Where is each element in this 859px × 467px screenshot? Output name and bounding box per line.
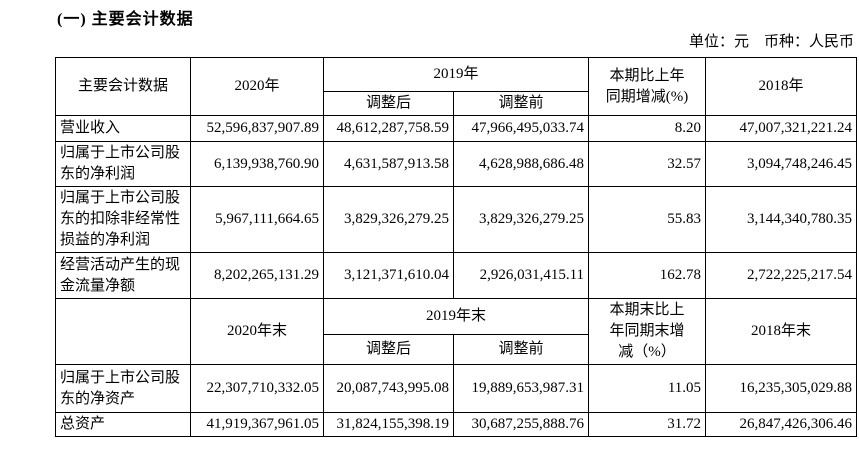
value-2018-cell: 16,235,305,029.88 — [705, 364, 858, 413]
value-pre-adjust-cell: 47,966,495,033.74 — [452, 115, 590, 142]
value-adjusted-cell: 3,121,371,610.04 — [323, 252, 454, 299]
value-adjusted-cell: 48,612,287,758.59 — [323, 115, 454, 142]
value-2018-cell: 2,722,225,217.54 — [705, 252, 858, 299]
row-label-cell: 归属于上市公司股东的净资产 — [55, 364, 191, 413]
value-change-cell: 32.57 — [588, 141, 707, 187]
row-label-cell: 总资产 — [55, 412, 191, 437]
unit-currency-note: 单位：元 币种：人民币 — [688, 34, 854, 50]
value-pre-adjust-cell: 2,926,031,415.11 — [452, 252, 590, 299]
value-2018-cell: 3,144,340,780.35 — [705, 186, 858, 253]
value-change-cell: 55.83 — [588, 186, 707, 253]
page-title: (一) 主要会计数据 — [57, 11, 194, 28]
value-pre-adjust-cell: 30,687,255,888.76 — [452, 412, 590, 437]
header-2019: 2019年 — [322, 57, 590, 92]
row-label-cell: 归属于上市公司股东的扣除非经常性损益的净利润 — [55, 186, 191, 253]
value-change-cell: 8.20 — [588, 115, 707, 142]
value-2020-cell: 8,202,265,131.29 — [190, 252, 324, 299]
value-pre-adjust-cell: 19,889,653,987.31 — [452, 364, 590, 413]
value-2020-cell: 5,967,111,664.65 — [190, 186, 324, 253]
value-2018-cell: 26,847,426,306.46 — [705, 412, 858, 437]
value-adjusted-cell: 4,631,587,913.58 — [323, 141, 454, 187]
header-2020-end: 2020年末 — [190, 298, 324, 365]
value-2018-cell: 47,007,321,221.24 — [705, 115, 858, 142]
value-2020-cell: 6,139,938,760.90 — [190, 141, 324, 187]
header-2018-end: 2018年末 — [705, 298, 858, 365]
table-row: 归属于上市公司股东的净资产 22,307,710,332.05 20,087,7… — [55, 364, 858, 413]
value-2018-cell: 3,094,748,246.45 — [705, 141, 858, 187]
header-main-label: 主要会计数据 — [55, 57, 191, 116]
header-2019-end: 2019年末 — [322, 298, 590, 335]
value-adjusted-cell: 20,087,743,995.08 — [323, 364, 454, 413]
accounting-data-table: 主要会计数据 2020年 2019年 本期比上年 同期增减(%) 2018年 调… — [55, 57, 858, 437]
subheader-adjusted: 调整后 — [323, 91, 454, 116]
value-2020-cell: 22,307,710,332.05 — [190, 364, 324, 413]
value-adjusted-cell: 31,824,155,398.19 — [323, 412, 454, 437]
value-2020-cell: 52,596,837,907.89 — [190, 115, 324, 142]
header2-main-label — [55, 298, 191, 365]
table-row: 营业收入 52,596,837,907.89 48,612,287,758.59… — [55, 115, 858, 142]
subheader-pre-adjust: 调整前 — [452, 333, 590, 366]
row-label-cell: 归属于上市公司股东的净利润 — [55, 141, 191, 187]
header-end-change-pct: 本期末比上 年同期末增 减（%） — [588, 298, 707, 365]
table-row: 总资产 41,919,367,961.05 31,824,155,398.19 … — [55, 412, 858, 437]
subheader-adjusted: 调整后 — [323, 333, 454, 366]
table-subheader-row-2: 调整后 调整前 — [56, 333, 857, 366]
header-change-pct: 本期比上年 同期增减(%) — [588, 57, 707, 116]
value-change-cell: 31.72 — [588, 412, 707, 437]
table-header-row-2: 2020年末 2019年末 本期末比上 年同期末增 减（%） 2018年末 — [55, 298, 858, 365]
value-2020-cell: 41,919,367,961.05 — [190, 412, 324, 437]
table-row: 归属于上市公司股东的净利润 6,139,938,760.90 4,631,587… — [55, 141, 858, 187]
row-label-cell: 经营活动产生的现金流量净额 — [55, 252, 191, 299]
table-header-row-1: 主要会计数据 2020年 2019年 本期比上年 同期增减(%) 2018年 — [55, 57, 858, 116]
value-change-cell: 11.05 — [588, 364, 707, 413]
value-change-cell: 162.78 — [588, 252, 707, 299]
table-row: 经营活动产生的现金流量净额 8,202,265,131.29 3,121,371… — [55, 252, 858, 299]
value-pre-adjust-cell: 4,628,988,686.48 — [452, 141, 590, 187]
header-2018: 2018年 — [705, 57, 858, 116]
value-pre-adjust-cell: 3,829,326,279.25 — [452, 186, 590, 253]
table-subheader-row-1: 调整后 调整前 — [56, 91, 857, 116]
table-row: 归属于上市公司股东的扣除非经常性损益的净利润 5,967,111,664.65 … — [55, 186, 858, 253]
subheader-pre-adjust: 调整前 — [452, 91, 590, 116]
value-adjusted-cell: 3,829,326,279.25 — [323, 186, 454, 253]
row-label-cell: 营业收入 — [55, 115, 191, 142]
header-2020: 2020年 — [190, 57, 324, 116]
